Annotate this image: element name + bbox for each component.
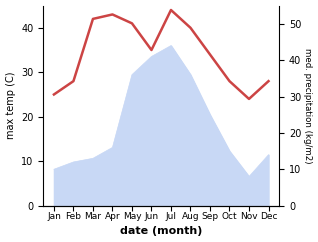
- Y-axis label: med. precipitation (kg/m2): med. precipitation (kg/m2): [303, 48, 313, 163]
- X-axis label: date (month): date (month): [120, 227, 203, 236]
- Y-axis label: max temp (C): max temp (C): [5, 72, 16, 139]
